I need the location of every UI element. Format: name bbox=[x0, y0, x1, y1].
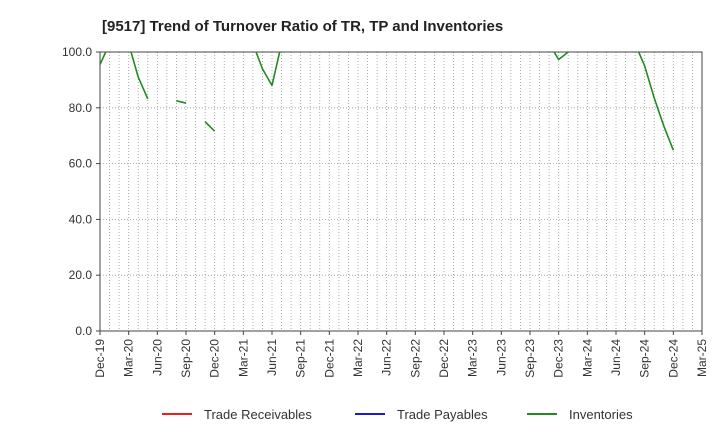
y-axis: 0.0 20.0 40.0 60.0 80.0 100.0 bbox=[62, 45, 100, 338]
x-tick-label: Mar-22 bbox=[351, 339, 365, 377]
x-tick-label: Dec-19 bbox=[93, 339, 107, 378]
x-tick-label: Dec-21 bbox=[322, 339, 336, 378]
plot-frame bbox=[99, 51, 703, 332]
y-tick-label: 100.0 bbox=[62, 45, 92, 59]
x-tick-label: Sep-23 bbox=[523, 339, 537, 378]
x-tick-label: Jun-22 bbox=[380, 339, 394, 376]
x-tick-label: Jun-23 bbox=[494, 339, 508, 376]
legend-label-inventories: Inventories bbox=[569, 407, 633, 422]
plot-border bbox=[99, 51, 703, 332]
legend-label-trade-receivables: Trade Receivables bbox=[204, 407, 312, 422]
y-tick-label: 20.0 bbox=[69, 268, 93, 282]
y-tick-label: 60.0 bbox=[69, 157, 93, 171]
x-tick-label: Dec-20 bbox=[208, 339, 222, 378]
x-tick-label: Sep-21 bbox=[294, 339, 308, 378]
legend-label-trade-payables: Trade Payables bbox=[397, 407, 488, 422]
grid bbox=[100, 52, 702, 331]
x-tick-label: Jun-20 bbox=[150, 339, 164, 376]
x-tick-label: Mar-21 bbox=[236, 339, 250, 377]
legend: Trade Receivables Trade Payables Inventori… bbox=[162, 407, 633, 422]
y-tick-label: 80.0 bbox=[69, 101, 93, 115]
y-tick-label: 40.0 bbox=[69, 212, 93, 226]
chart-title: [9517] Trend of Turnover Ratio of TR, TP… bbox=[102, 18, 503, 35]
x-tick-label: Mar-23 bbox=[466, 339, 480, 377]
x-axis: Dec-19 Mar-20 Jun-20 Sep-20 Dec-20 Mar-21 Jun-… bbox=[93, 331, 709, 378]
x-tick-label: Jun-24 bbox=[609, 339, 623, 376]
x-tick-label: Sep-24 bbox=[638, 339, 652, 378]
x-tick-label: Sep-20 bbox=[179, 339, 193, 378]
y-tick-label: 0.0 bbox=[75, 324, 92, 338]
x-tick-label: Jun-21 bbox=[265, 339, 279, 376]
series-line-inventories bbox=[100, 52, 675, 151]
x-tick-label: Dec-24 bbox=[666, 339, 680, 378]
x-tick-label: Mar-25 bbox=[695, 339, 709, 377]
series-lines bbox=[100, 52, 675, 151]
x-tick-label: Sep-22 bbox=[408, 339, 422, 378]
x-tick-label: Dec-22 bbox=[437, 339, 451, 378]
x-tick-label: Mar-20 bbox=[122, 339, 136, 377]
x-tick-label: Dec-23 bbox=[552, 339, 566, 378]
x-tick-label: Mar-24 bbox=[580, 339, 594, 377]
